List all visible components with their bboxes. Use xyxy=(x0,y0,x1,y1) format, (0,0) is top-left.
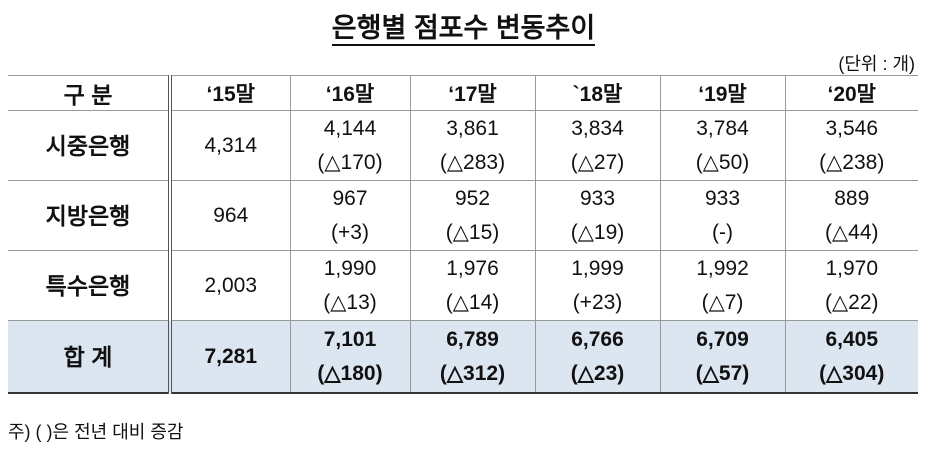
cell-change: (△312) xyxy=(439,361,506,385)
row-label: 시중은행 xyxy=(8,110,172,181)
cell-value: 3,834 xyxy=(571,116,624,140)
cell: 7,101 (△180) xyxy=(289,320,411,394)
cell-value: 4,144 xyxy=(323,116,377,140)
cell: 3,861 (△283) xyxy=(409,110,536,181)
cell-change: (△180) xyxy=(317,361,383,385)
cell-value: 967 xyxy=(332,186,368,210)
cell: 3,834 (△27) xyxy=(534,110,661,181)
cell-change: (+23) xyxy=(572,290,623,314)
cell: 6,766 (△23) xyxy=(534,320,661,394)
cell: 1,999 (+23) xyxy=(534,250,661,321)
footnote: 주) ( )은 전년 대비 증감 xyxy=(8,422,184,442)
cell-value: 964 xyxy=(213,203,249,227)
cell-change: (△15) xyxy=(445,220,500,244)
header-cell: ‘17말 xyxy=(409,75,536,111)
cell-change: (△57) xyxy=(695,361,750,385)
cell-value: 1,999 xyxy=(571,256,624,280)
header-cell: ‘15말 xyxy=(169,75,291,111)
cell-change: (△7) xyxy=(701,290,744,314)
cell: 3,784 (△50) xyxy=(659,110,786,181)
cell: 964 xyxy=(169,180,291,251)
cell-value: 3,784 xyxy=(696,116,749,140)
cell: 4,314 xyxy=(169,110,291,181)
cell: 933 (-) xyxy=(659,180,786,251)
cell: 933 (△19) xyxy=(534,180,661,251)
unit: (단위 : 개) xyxy=(838,54,915,74)
cell: 6,789 (△312) xyxy=(409,320,536,394)
cell-value: 1,970 xyxy=(825,256,879,280)
cell-value: 6,709 xyxy=(696,327,749,351)
row-label: 특수은행 xyxy=(8,250,172,321)
cell: 889 (△44) xyxy=(784,180,918,251)
cell-value: 3,861 xyxy=(446,116,499,140)
cell: 4,144 (△170) xyxy=(289,110,411,181)
table-row: 시중은행 4,314 4,144 (△170) 3,861 (△283) 3,834 (△27… xyxy=(8,110,918,181)
cell-change: (△304) xyxy=(819,361,885,385)
cell-value: 952 xyxy=(454,186,491,210)
cell-value: 933 xyxy=(704,186,741,210)
header-cell: ‘19말 xyxy=(659,75,786,111)
cell-change: (+3) xyxy=(331,220,369,244)
cell-change: (△19) xyxy=(570,220,625,244)
cell: 6,405 (△304) xyxy=(784,320,918,394)
cell-value: 933 xyxy=(579,186,616,210)
cell-value: 7,281 xyxy=(204,344,258,368)
cell-change: (△27) xyxy=(570,150,625,174)
header-row: 구 분 ‘15말 ‘16말 ‘17말 `18말 ‘19말 ‘20말 xyxy=(8,75,918,111)
cell-change: (△50) xyxy=(695,150,750,174)
table-row: 합 계 7,281 7,101 (△180) 6,789 (△312) 6,766 (△23)… xyxy=(8,320,918,394)
header-cell: 구 분 xyxy=(8,75,172,111)
cell: 1,970 (△22) xyxy=(784,250,918,321)
title: 은행별 점포수 변동추이 xyxy=(331,13,596,46)
cell-change: (△13) xyxy=(323,290,377,314)
cell: 967 (+3) xyxy=(289,180,411,251)
table-row: 특수은행 2,003 1,990 (△13) 1,976 (△14) 1,999 (+23) 1… xyxy=(8,250,918,321)
header-cell: ‘20말 xyxy=(784,75,918,111)
cell-change: (△22) xyxy=(825,290,879,314)
title-wrap: 은행별 점포수 변동추이 xyxy=(0,6,927,46)
cell: 7,281 xyxy=(169,320,291,394)
row-label: 합 계 xyxy=(8,320,172,394)
cell: 1,976 (△14) xyxy=(409,250,536,321)
cell-value: 2,003 xyxy=(204,273,258,297)
cell-value: 889 xyxy=(834,186,870,210)
cell-change: (△170) xyxy=(317,150,383,174)
header-cell: ‘16말 xyxy=(289,75,411,111)
cell-value: 6,789 xyxy=(446,327,499,351)
cell-change: (△283) xyxy=(439,150,506,174)
cell-change: (△23) xyxy=(570,361,625,385)
cell: 952 (△15) xyxy=(409,180,536,251)
cell-value: 7,101 xyxy=(323,327,377,351)
cell-value: 1,992 xyxy=(696,256,749,280)
cell: 6,709 (△57) xyxy=(659,320,786,394)
cell-value: 1,976 xyxy=(446,256,499,280)
cell-change: (△44) xyxy=(825,220,879,244)
cell-value: 3,546 xyxy=(825,116,879,140)
cell-value: 1,990 xyxy=(323,256,377,280)
cell-change: (-) xyxy=(712,220,733,244)
row-label: 지방은행 xyxy=(8,180,172,251)
cell: 1,992 (△7) xyxy=(659,250,786,321)
cell-value: 6,405 xyxy=(825,327,879,351)
cell-value: 4,314 xyxy=(204,133,258,157)
cell-change: (△238) xyxy=(819,150,885,174)
cell: 2,003 xyxy=(169,250,291,321)
header-cell: `18말 xyxy=(534,75,661,111)
cell-change: (△14) xyxy=(445,290,500,314)
table: 구 분 ‘15말 ‘16말 ‘17말 `18말 ‘19말 ‘20말 시중은행 4,314 4,14… xyxy=(8,75,918,394)
cell-value: 6,766 xyxy=(571,327,624,351)
cell: 1,990 (△13) xyxy=(289,250,411,321)
cell: 3,546 (△238) xyxy=(784,110,918,181)
table-row: 지방은행 964 967 (+3) 952 (△15) 933 (△19) 933 (-) 889 (… xyxy=(8,180,918,251)
